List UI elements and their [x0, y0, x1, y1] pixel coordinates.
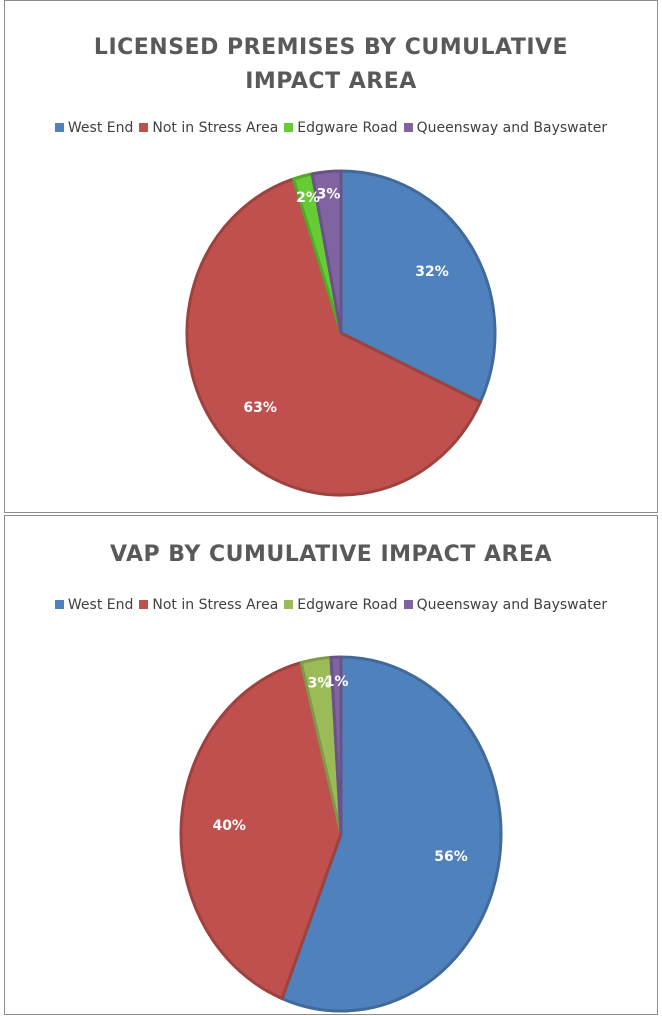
pie-slice — [339, 169, 497, 404]
legend-item: Edgware Road — [284, 120, 398, 136]
chart-title: LICENSED PREMISES BY CUMULATIVE IMPACT A… — [93, 35, 569, 94]
legend-label: Not in Stress Area — [152, 120, 279, 136]
data-label: 1% — [325, 674, 349, 690]
legend-label: Not in Stress Area — [152, 597, 279, 613]
legend-swatch — [284, 600, 294, 609]
chart-title: VAP BY CUMULATIVE IMPACT AREA — [109, 542, 553, 567]
data-label: 56% — [434, 849, 468, 865]
legend-item: Not in Stress Area — [139, 597, 278, 613]
legend-label: Edgware Road — [297, 597, 398, 613]
data-label: 40% — [212, 818, 246, 834]
legend-item: Queensway and Bayswater — [403, 597, 608, 613]
legend-swatch — [403, 123, 413, 132]
data-label: 3% — [308, 676, 332, 692]
legend-swatch — [54, 600, 64, 609]
chart-panel: LICENSED PREMISES BY CUMULATIVE IMPACT A… — [4, 0, 658, 513]
legend-label: West End — [67, 597, 134, 613]
legend-swatch — [139, 600, 149, 609]
legend: West End Not in Stress Area Edgware Road Qu… — [5, 597, 657, 613]
legend-label: West End — [67, 120, 134, 136]
legend-label: Queensway and Bayswater — [416, 120, 608, 136]
legend-label: Queensway and Bayswater — [416, 597, 608, 613]
legend-swatch — [54, 123, 64, 132]
data-label: 2% — [296, 190, 320, 206]
pie-slice — [179, 661, 343, 1001]
data-label: 63% — [243, 400, 277, 416]
pie: 56% 40% 3%1% — [179, 655, 503, 1013]
legend-item: Not in Stress Area — [139, 120, 278, 136]
pie: 32% 63% 2%3% — [185, 169, 497, 497]
data-label: 32% — [415, 264, 449, 280]
legend-item: West End — [54, 597, 134, 613]
legend-label: Edgware Road — [297, 120, 398, 136]
legend-item: Queensway and Bayswater — [403, 120, 608, 136]
legend-swatch — [284, 123, 294, 132]
pie-slice — [185, 177, 482, 497]
chart-panel: VAP BY CUMULATIVE IMPACT AREA West End No… — [4, 515, 658, 1015]
data-label: 3% — [317, 186, 341, 202]
pie-slice — [310, 169, 343, 335]
legend-swatch — [403, 600, 413, 609]
pie-slice — [329, 655, 343, 836]
legend: West End Not in Stress Area Edgware Road Qu… — [5, 120, 657, 136]
legend-swatch — [139, 123, 149, 132]
legend-item: Edgware Road — [284, 597, 398, 613]
legend-item: West End — [54, 120, 134, 136]
pie-slice — [280, 655, 503, 1013]
